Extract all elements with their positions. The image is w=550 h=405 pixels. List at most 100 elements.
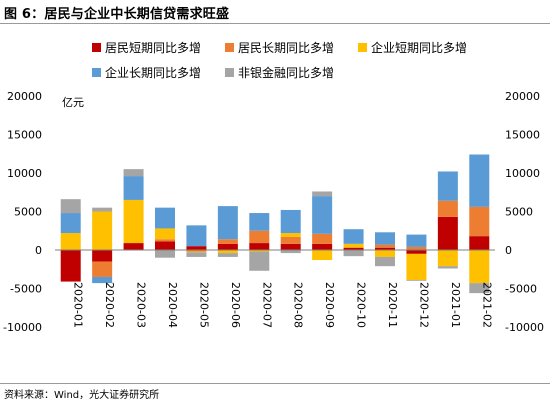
bar-2020-04-series-1 xyxy=(155,241,175,250)
legend-label-1: 居民短期同比多增 xyxy=(105,41,201,55)
bar-2020-01-series-1 xyxy=(60,250,81,282)
x-tick-label-2020-03: 2020-03 xyxy=(135,282,148,328)
bar-2020-02-series-4 xyxy=(92,276,113,284)
bar-2020-10-series-4 xyxy=(343,229,364,244)
bar-2020-10-series-1 xyxy=(343,247,364,250)
x-tick-label-2020-05: 2020-05 xyxy=(197,282,210,328)
bar-2020-04-series-3 xyxy=(155,228,175,240)
footer-divider xyxy=(0,383,550,384)
x-tick-label-2020-12: 2020-12 xyxy=(417,282,430,328)
bar-2020-10-series-5 xyxy=(343,250,364,257)
bar-2021-01-series-5 xyxy=(437,266,458,269)
legend-label-2: 居民长期同比多增 xyxy=(238,41,334,55)
bar-2020-05-series-5 xyxy=(186,252,207,257)
bar-2020-06-series-5 xyxy=(217,253,238,257)
x-tick-label-2020-07: 2020-07 xyxy=(260,282,273,328)
bar-2020-11-series-3 xyxy=(375,250,395,257)
bar-2020-06-series-2 xyxy=(217,239,238,244)
legend-swatch-3 xyxy=(358,43,367,52)
legend-label-4: 企业长期同比多增 xyxy=(105,65,201,80)
bar-2020-03-series-4 xyxy=(123,176,144,200)
bar-2020-11-series-5 xyxy=(375,256,395,267)
bar-2020-08-series-2 xyxy=(280,236,301,244)
bar-2020-05-series-1 xyxy=(186,246,207,250)
bar-2020-08-series-3 xyxy=(280,233,301,237)
x-tick-label-2020-02: 2020-02 xyxy=(103,282,116,328)
bar-2020-04-series-2 xyxy=(155,239,175,242)
legend-label-3: 企业短期同比多增 xyxy=(371,40,467,55)
bar-2020-08-series-4 xyxy=(280,209,301,234)
unit-label: 亿元 xyxy=(62,96,84,109)
bar-2020-11-series-4 xyxy=(375,232,395,245)
bar-2020-02-series-3 xyxy=(92,211,113,250)
bar-2020-06-series-4 xyxy=(217,206,238,240)
x-tick-label-2020-08: 2020-08 xyxy=(292,282,305,328)
bar-2020-01-series-4 xyxy=(60,213,81,234)
bar-2020-12-series-1 xyxy=(406,250,427,254)
x-tick-label-2020-01: 2020-01 xyxy=(72,282,85,328)
bar-2020-09-series-3 xyxy=(312,250,333,261)
bar-2021-02-series-1 xyxy=(469,236,490,250)
right-tick-label-1: -10000 xyxy=(505,321,544,334)
bar-2020-01-series-3 xyxy=(60,233,81,250)
bar-2020-07-series-3 xyxy=(249,250,270,252)
bar-2020-01-series-5 xyxy=(60,199,81,214)
bar-2020-12-series-3 xyxy=(406,253,427,281)
bar-2020-09-series-4 xyxy=(312,196,333,234)
bar-2020-10-series-3 xyxy=(343,243,364,248)
bar-2020-08-series-5 xyxy=(280,250,301,254)
bar-2020-09-series-2 xyxy=(312,233,333,244)
x-tick-label-2021-01: 2021-01 xyxy=(449,282,462,328)
bar-2020-05-series-3 xyxy=(186,251,207,253)
x-axis: 2020-01 2020-02 2020-03 2020-04 2020-05 2020-… xyxy=(72,282,494,328)
bar-2021-02-series-4 xyxy=(469,154,490,207)
bar-2021-02-series-5 xyxy=(469,283,490,294)
left-tick-label-6: 15000 xyxy=(7,129,42,142)
bar-2020-02-series-5 xyxy=(92,207,113,212)
x-tick-label-2020-04: 2020-04 xyxy=(166,282,179,328)
bar-2020-06-series-3 xyxy=(217,250,238,254)
bar-2020-11-series-1 xyxy=(375,247,395,250)
left-y-axis: -10000 -5000 0 5000 10000 15000 20000 xyxy=(3,90,42,334)
right-tick-label-6: 15000 xyxy=(505,129,540,142)
legend-label-5: 非银金融同比多增 xyxy=(238,65,334,80)
bar-2020-04-series-4 xyxy=(155,207,175,229)
left-tick-label-4: 5000 xyxy=(14,206,42,219)
bar-2020-09-series-1 xyxy=(312,243,333,250)
bar-2020-07-series-5 xyxy=(249,251,270,271)
left-tick-label-1: -10000 xyxy=(3,321,42,334)
bar-2020-02-series-1 xyxy=(92,250,113,262)
bar-2020-12-series-2 xyxy=(406,246,427,250)
bar-2020-02-series-2 xyxy=(92,261,113,277)
title-divider xyxy=(0,23,550,24)
bar-2020-07-series-4 xyxy=(249,213,270,231)
right-tick-label-7: 20000 xyxy=(505,90,540,103)
bar-2021-01-series-3 xyxy=(437,250,458,267)
bar-2020-06-series-1 xyxy=(217,243,238,250)
x-tick-label-2020-10: 2020-10 xyxy=(355,282,368,328)
bar-2020-07-series-2 xyxy=(249,230,270,244)
bar-2020-07-series-1 xyxy=(249,243,270,250)
bar-2021-01-series-4 xyxy=(437,171,458,201)
right-tick-label-3: 0 xyxy=(505,244,512,257)
bar-2020-12-series-5 xyxy=(406,280,427,281)
legend-swatch-4 xyxy=(92,68,101,77)
bar-2020-03-series-3 xyxy=(123,199,144,244)
left-tick-label-5: 10000 xyxy=(7,167,42,180)
x-tick-label-2020-11: 2020-11 xyxy=(386,282,399,328)
x-tick-label-2020-06: 2020-06 xyxy=(229,282,242,328)
bar-2020-12-series-4 xyxy=(406,234,427,247)
right-tick-label-4: 5000 xyxy=(505,206,533,219)
legend-swatch-1 xyxy=(92,43,101,52)
bar-2021-01-series-1 xyxy=(437,216,458,250)
right-tick-label-5: 10000 xyxy=(505,167,540,180)
bar-2021-01-series-2 xyxy=(437,200,458,217)
legend-swatch-5 xyxy=(225,68,234,77)
chart-title: 图 6：居民与企业中长期信贷需求旺盛 xyxy=(4,7,230,22)
left-tick-label-7: 20000 xyxy=(7,90,42,103)
bar-2020-03-series-1 xyxy=(123,243,144,250)
right-tick-label-2: -5000 xyxy=(505,283,537,296)
x-tick-label-2021-02: 2021-02 xyxy=(480,282,493,328)
bar-2020-04-series-5 xyxy=(155,250,175,258)
